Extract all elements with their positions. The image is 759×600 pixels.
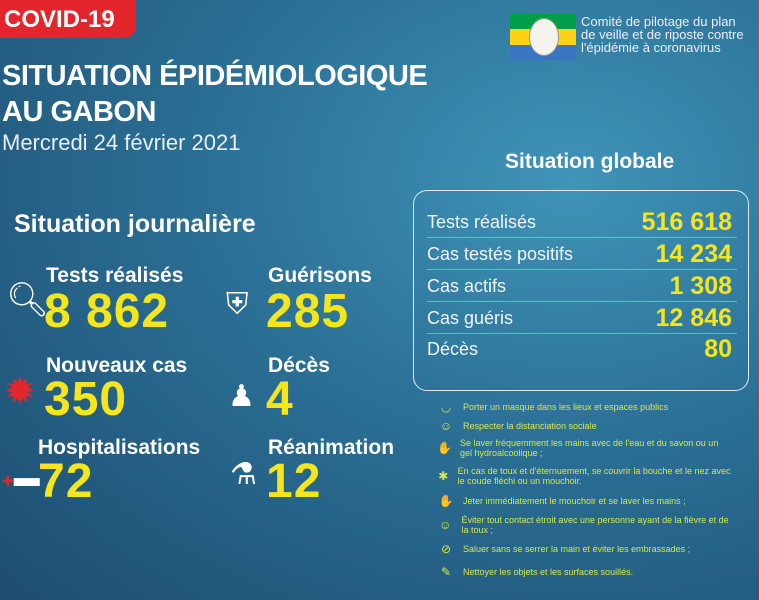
value: 285 bbox=[266, 285, 350, 338]
tip-text: Jeter immédiatement le mouchoir et se la… bbox=[463, 496, 686, 506]
title-line-1: SITUATION ÉPIDÉMIOLOGIQUE bbox=[2, 60, 428, 92]
label: Nouveaux cas bbox=[46, 354, 188, 377]
distance-icon: ☺ bbox=[439, 518, 452, 532]
committee-name: Comité de pilotage du plan de veille et … bbox=[581, 15, 744, 54]
tip-text: Nettoyer les objets et les surfaces soui… bbox=[463, 567, 634, 577]
row-label: Tests réalisés bbox=[427, 211, 537, 232]
mask-icon: ◡ bbox=[440, 400, 452, 414]
tip-item: ✋ Jeter immédiatement le mouchoir et se l… bbox=[437, 494, 757, 508]
tip-item: ⊘ Saluer sans se serrer la main et éviter… bbox=[437, 542, 757, 556]
value: 12 bbox=[266, 455, 322, 508]
global-row: Tests réalisés 516 618 bbox=[427, 207, 737, 238]
daily-heading: Situation journalière bbox=[14, 210, 256, 238]
hospital-bed-icon: ✚▬ bbox=[2, 462, 40, 492]
tip-item: ✋ Se laver fréquemment les mains avec de … bbox=[437, 438, 727, 458]
tip-text: Saluer sans se serrer la main et éviter … bbox=[463, 544, 691, 554]
global-row: Cas guéris 12 846 bbox=[427, 303, 737, 334]
distance-icon: ☺ bbox=[439, 419, 453, 433]
row-label: Cas guéris bbox=[427, 307, 514, 328]
row-value: 80 bbox=[704, 335, 732, 363]
date: Mercredi 24 février 2021 bbox=[2, 130, 241, 155]
value: 72 bbox=[38, 455, 94, 508]
row-label: Décès bbox=[427, 339, 479, 359]
covid-tag: COVID-19 bbox=[0, 0, 136, 38]
global-heading: Situation globale bbox=[505, 150, 675, 173]
no-handshake-icon: ⊘ bbox=[440, 542, 452, 556]
handwash-icon: ✋ bbox=[437, 441, 452, 455]
global-table: Tests réalisés 516 618 Cas testés positif… bbox=[413, 190, 749, 391]
seal-icon bbox=[529, 18, 559, 56]
committee-line: l'épidémie à coronavirus bbox=[581, 40, 721, 55]
global-row: Décès 80 bbox=[427, 334, 737, 365]
tip-item: ✎ Nettoyer les objets et les surfaces sou… bbox=[437, 565, 757, 579]
shield-cross-icon: ⛨ bbox=[226, 288, 249, 321]
label: Décès bbox=[268, 354, 330, 377]
label: Guérisons bbox=[268, 264, 372, 287]
row-value: 516 618 bbox=[641, 207, 732, 236]
oxygen-bottle-icon: ⚗ bbox=[230, 458, 257, 491]
committee-line: Comité de pilotage du plan bbox=[581, 14, 736, 29]
page-title: SITUATION ÉPIDÉMIOLOGIQUE AU GABON bbox=[2, 58, 428, 130]
tip-text: Respecter la distanciation sociale bbox=[463, 421, 597, 431]
value: 8 862 bbox=[44, 285, 170, 338]
sneeze-icon: ✱ bbox=[438, 469, 449, 483]
value: 350 bbox=[44, 373, 128, 426]
tip-item: ☺ Respecter la distanciation sociale bbox=[437, 419, 757, 433]
tip-item: ◡ Porter un masque dans les lieux et espa… bbox=[437, 400, 757, 414]
tip-text: Porter un masque dans les lieux et espac… bbox=[463, 402, 669, 412]
tip-item: ☺ Éviter tout contact étroit avec une per… bbox=[437, 515, 737, 535]
person-icon: ♟ bbox=[228, 380, 255, 413]
row-value: 1 308 bbox=[669, 271, 732, 300]
label: Tests réalisés bbox=[46, 264, 184, 287]
tip-text: Se laver fréquemment les mains avec de l… bbox=[459, 438, 719, 458]
tip-text: Éviter tout contact étroit avec une pers… bbox=[461, 515, 729, 535]
row-label: Cas actifs bbox=[427, 275, 507, 296]
row-value: 12 846 bbox=[655, 303, 732, 332]
virus-icon: ✹ bbox=[4, 371, 36, 413]
cleaning-icon: ✎ bbox=[440, 565, 452, 579]
row-label: Cas testés positifs bbox=[427, 243, 574, 264]
row-value: 14 234 bbox=[655, 239, 732, 268]
committee-line: de veille et de riposte contre bbox=[581, 27, 744, 42]
value: 4 bbox=[266, 373, 294, 426]
global-row: Cas actifs 1 308 bbox=[427, 271, 737, 302]
tip-text: En cas de toux et d'éternuement, se couv… bbox=[457, 466, 731, 486]
gabon-flag-logo bbox=[510, 14, 576, 60]
global-row: Cas testés positifs 14 234 bbox=[427, 239, 737, 270]
label: Réanimation bbox=[268, 436, 395, 459]
handwash-icon: ✋ bbox=[438, 494, 454, 508]
label: Hospitalisations bbox=[38, 436, 201, 459]
tip-item: ✱ En cas de toux et d'éternuement, se cou… bbox=[437, 466, 737, 486]
title-line-2: AU GABON bbox=[2, 96, 156, 128]
magnifier-icon: 🔍︎ bbox=[6, 281, 50, 319]
